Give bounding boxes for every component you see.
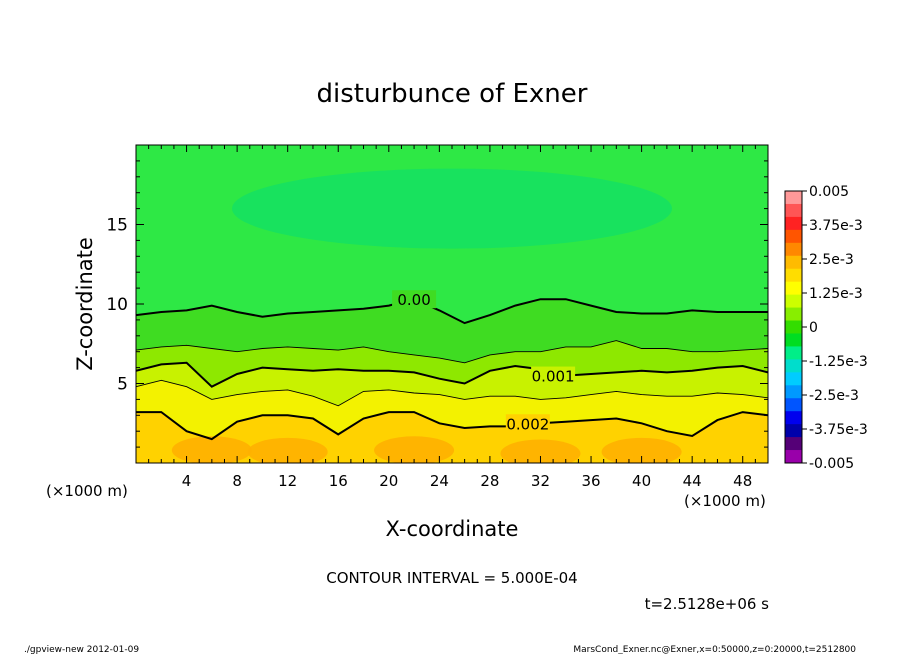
contour-label-bg-0 <box>392 290 437 309</box>
colorbar-label: 0.005 <box>809 184 849 200</box>
band-bottom-orange-3 <box>500 439 581 463</box>
footer-right: MarsCond_Exner.nc@Exner,x=0:50000,z=0:20… <box>573 645 856 654</box>
colorbar-segment <box>785 333 802 347</box>
colorbar-label: 1.25e-3 <box>809 286 863 302</box>
colorbar-segment <box>785 294 802 309</box>
x-tick-label: 44 <box>683 472 702 490</box>
x-tick-label: 28 <box>480 472 499 490</box>
colorbar-label: 3.75e-3 <box>809 218 863 234</box>
y-tick-label: 5 <box>117 375 128 395</box>
colorbar-segment <box>785 372 802 386</box>
band-bottom-orange-4 <box>601 437 682 463</box>
chart-title: disturbunce of Exner <box>317 79 588 109</box>
colorbar-segment <box>785 398 802 412</box>
colorbar-segment <box>785 268 802 283</box>
colorbar-label: 0 <box>809 320 818 336</box>
contour-label-0: 0.00 <box>397 291 430 309</box>
y-tick-label: 15 <box>106 216 128 236</box>
contour-interval-label: CONTOUR INTERVAL = 5.000E-04 <box>326 569 577 587</box>
band-upper-light <box>232 168 672 249</box>
colorbar-label: 2.5e-3 <box>809 252 854 268</box>
x-tick-label: 36 <box>581 472 600 490</box>
colorbar-segment <box>785 216 802 231</box>
filled-contour-bands <box>136 145 768 463</box>
band-bottom-orange-2 <box>374 436 455 463</box>
colorbar-segment <box>785 450 802 464</box>
colorbar-segment <box>785 437 802 451</box>
colorbar-segment <box>785 229 802 244</box>
colorbar-segment <box>785 320 802 334</box>
colorbar-label: -3.75e-3 <box>809 422 868 438</box>
time-label: t=2.5128e+06 s <box>645 595 770 613</box>
contour-label-bg-2 <box>531 366 576 385</box>
y-axis-label: Z-coordinate <box>73 237 97 371</box>
contour-line-3 <box>136 379 768 407</box>
colorbar-segment <box>785 359 802 373</box>
contour-label-4: 0.002 <box>506 415 549 433</box>
footer-left: ./gpview-new 2012-01-09 <box>24 645 139 654</box>
contour-line-0 <box>136 298 768 325</box>
colorbar-labels: 0.005 3.75e-3 2.5e-3 1.25e-3 0 -1.25e-3 -2.5e-… <box>802 184 868 472</box>
x-tick-label: 32 <box>531 472 550 490</box>
y-tick-label: 10 <box>106 295 128 315</box>
contour-label-bg-4 <box>505 414 550 433</box>
x-unit-label: (×1000 m) <box>684 492 766 510</box>
colorbar-label: -0.005 <box>809 456 854 472</box>
contour-lines <box>136 298 768 441</box>
colorbar-label: -1.25e-3 <box>809 354 868 370</box>
contour-line-2 <box>136 361 768 388</box>
colorbar-segment <box>785 203 802 218</box>
x-tick-label: 20 <box>379 472 398 490</box>
colorbar-segment <box>785 255 802 270</box>
x-tick-label: 4 <box>182 472 192 490</box>
colorbar-segment <box>785 346 802 360</box>
colorbar-segment <box>785 411 802 425</box>
colorbar-segment <box>785 424 802 438</box>
x-axis: 4 8 12 16 20 24 28 32 36 40 44 48 <box>148 145 756 490</box>
x-tick-label: 40 <box>632 472 651 490</box>
contour-labels: 0.00 0.001 0.002 <box>392 290 576 433</box>
plot-area: 0.00 0.001 0.002 <box>135 144 769 464</box>
band-bottom-orange-1 <box>247 437 328 463</box>
colorbar-segment <box>785 281 802 296</box>
x-tick-label: 12 <box>278 472 297 490</box>
x-axis-label: X-coordinate <box>386 517 519 541</box>
x-tick-label: 24 <box>430 472 449 490</box>
colorbar-segment <box>785 307 802 322</box>
contour-label-2: 0.001 <box>532 368 575 386</box>
band-bottom-orange-0 <box>171 436 252 463</box>
colorbar <box>784 190 803 464</box>
x-tick-label: 16 <box>329 472 348 490</box>
x-tick-label: 8 <box>232 472 242 490</box>
x-tick-label: 48 <box>733 472 752 490</box>
contour-line-1 <box>136 340 768 364</box>
contour-line-4 <box>136 411 768 441</box>
colorbar-segment <box>785 242 802 257</box>
y-unit-label: (×1000 m) <box>46 482 128 500</box>
colorbar-segment <box>785 191 802 205</box>
colorbar-label: -2.5e-3 <box>809 388 859 404</box>
colorbar-segment <box>785 385 802 399</box>
y-axis: 5 10 15 <box>106 160 768 448</box>
